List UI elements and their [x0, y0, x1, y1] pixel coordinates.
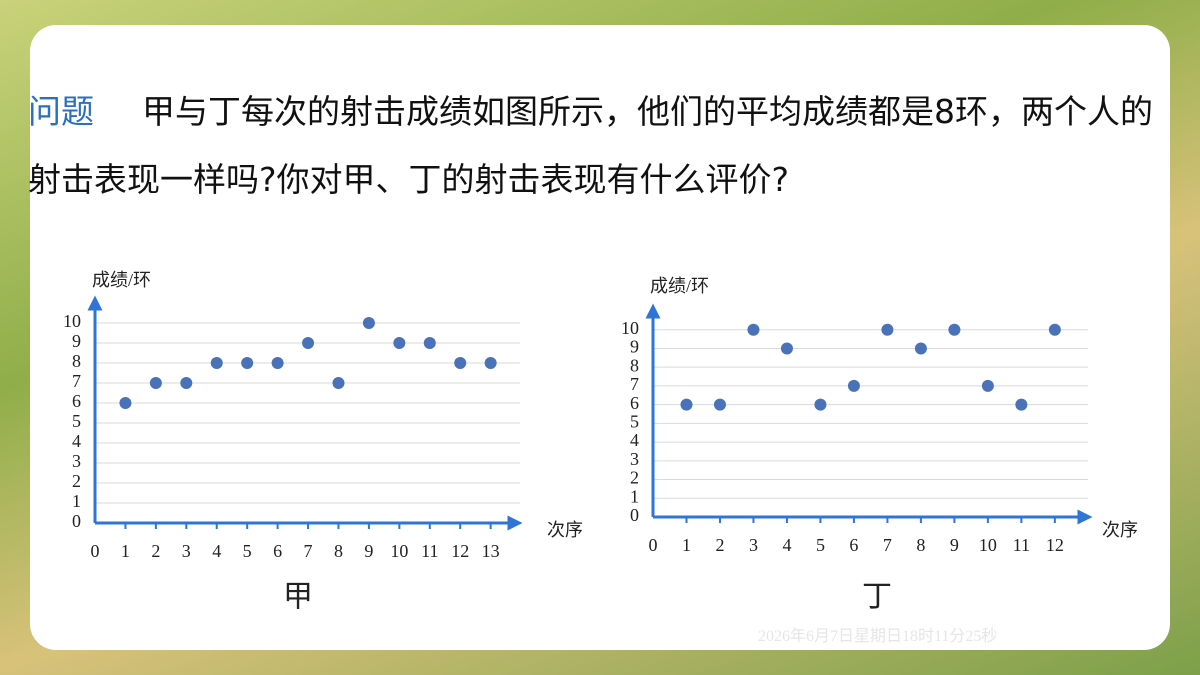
y-tick-label: 5	[72, 411, 81, 431]
x-tick-label: 2	[715, 535, 724, 555]
x-tick-label: 4	[212, 541, 221, 561]
y-tick-label: 0	[630, 505, 639, 525]
x-tick-label: 6	[273, 541, 282, 561]
y-tick-label: 9	[630, 337, 639, 357]
y-tick-label: 8	[630, 355, 639, 375]
x-tick-label: 12	[1046, 535, 1064, 555]
timestamp: 2026年6月7日星期日18时11分25秒	[758, 628, 998, 645]
point	[881, 323, 894, 336]
y-tick-label: 7	[630, 374, 639, 394]
x-tick-label: 11	[421, 541, 438, 561]
point	[1015, 398, 1028, 411]
chart-title: 甲	[283, 580, 313, 615]
point	[948, 323, 961, 336]
point	[149, 377, 162, 389]
question: 问题 甲与丁每次的射击成绩如图所示，他们的平均成绩都是8环，两个人的射击表现一样吗…	[28, 78, 1168, 214]
point	[302, 337, 315, 349]
x-tick-label: 0	[649, 535, 658, 555]
x-tick-label: 13	[482, 541, 500, 561]
point	[680, 398, 693, 411]
x-tick-label: 3	[182, 541, 191, 561]
y-tick-label: 7	[72, 371, 81, 391]
y-axis-label: 成绩/环	[650, 276, 709, 296]
y-tick-label: 4	[72, 431, 81, 451]
x-tick-label: 6	[849, 535, 858, 555]
point	[814, 398, 827, 411]
x-axis-label: 次序	[547, 520, 583, 540]
y-tick-label: 3	[72, 451, 81, 471]
point	[332, 377, 345, 389]
point	[780, 342, 793, 355]
x-tick-label: 11	[1013, 535, 1030, 555]
y-tick-label: 4	[630, 430, 639, 450]
y-tick-label: 1	[72, 491, 81, 511]
point	[914, 342, 927, 355]
question-label: 问题	[28, 92, 94, 131]
point	[393, 337, 406, 349]
point	[180, 377, 193, 389]
point	[423, 337, 436, 349]
x-tick-label: 12	[451, 541, 469, 561]
slide-panel	[30, 25, 1170, 650]
chart-title: 丁	[862, 580, 892, 615]
x-tick-label: 3	[749, 535, 758, 555]
y-axis-label: 成绩/环	[92, 270, 151, 290]
y-tick-label: 8	[72, 351, 81, 371]
point	[119, 397, 132, 409]
question-text: 甲与丁每次的射击成绩如图所示，他们的平均成绩都是8环，两个人的射击表现一样吗?你…	[28, 92, 1153, 199]
y-tick-label: 9	[72, 331, 81, 351]
x-tick-label: 8	[916, 535, 925, 555]
point	[847, 379, 860, 392]
x-tick-label: 1	[682, 535, 691, 555]
point	[362, 317, 375, 329]
x-tick-label: 5	[816, 535, 825, 555]
x-tick-label: 5	[243, 541, 252, 561]
point	[210, 357, 223, 369]
point	[747, 323, 760, 336]
point	[454, 357, 467, 369]
x-tick-label: 7	[304, 541, 313, 561]
x-tick-label: 2	[151, 541, 160, 561]
x-tick-label: 9	[950, 535, 959, 555]
y-tick-label: 0	[72, 511, 81, 531]
point	[713, 398, 726, 411]
point	[241, 357, 254, 369]
y-tick-label: 6	[630, 393, 639, 413]
point	[1048, 323, 1061, 336]
x-tick-label: 9	[364, 541, 373, 561]
x-tick-label: 0	[91, 541, 100, 561]
x-tick-label: 8	[334, 541, 343, 561]
point	[981, 379, 994, 392]
y-tick-label: 3	[630, 449, 639, 469]
y-tick-label: 1	[630, 486, 639, 506]
y-tick-label: 2	[72, 471, 81, 491]
y-tick-label: 6	[72, 391, 81, 411]
y-tick-label: 10	[621, 318, 639, 338]
x-tick-label: 4	[782, 535, 791, 555]
x-tick-label: 7	[883, 535, 892, 555]
y-tick-label: 2	[630, 468, 639, 488]
y-tick-label: 10	[63, 311, 81, 331]
x-tick-label: 10	[390, 541, 408, 561]
x-tick-label: 10	[979, 535, 997, 555]
x-axis-label: 次序	[1102, 520, 1138, 540]
y-tick-label: 5	[630, 411, 639, 431]
point	[271, 357, 284, 369]
point	[484, 357, 497, 369]
x-tick-label: 1	[121, 541, 130, 561]
